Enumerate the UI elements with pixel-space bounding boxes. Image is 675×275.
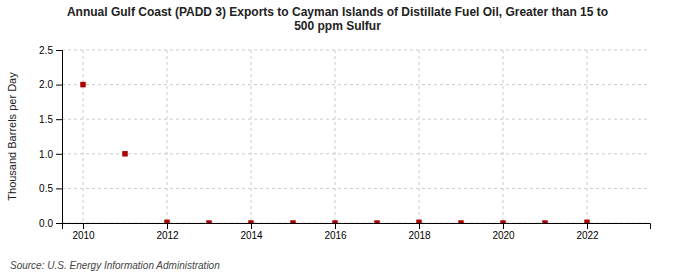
point	[416, 220, 421, 223]
tick-label: 1.0	[39, 149, 53, 160]
point	[122, 151, 127, 156]
tick-mark	[56, 119, 62, 120]
tick-label: 2010	[72, 230, 95, 241]
axis-line	[63, 224, 651, 230]
grid	[62, 50, 650, 223]
tick-mark	[56, 188, 62, 189]
tick-mark	[335, 223, 336, 229]
tick-label: 1.5	[39, 114, 53, 125]
tick: 2022	[576, 223, 599, 241]
tick: 2018	[408, 223, 431, 241]
tick: 1.0	[39, 149, 62, 160]
grid-line	[251, 50, 252, 223]
tick-label: 2.0	[39, 79, 53, 90]
tick-mark	[56, 50, 62, 51]
grid-line	[62, 119, 650, 120]
tick-mark	[83, 223, 84, 229]
grid-line	[419, 50, 420, 223]
point	[584, 220, 589, 223]
tick-mark	[56, 85, 62, 86]
tick: 0.5	[39, 183, 62, 194]
tick-label: 2016	[324, 230, 347, 241]
grid-line	[62, 153, 650, 154]
point	[206, 220, 211, 223]
y-axis-title: Thousand Barrels per Day	[6, 72, 18, 201]
point	[248, 220, 253, 223]
tick: 2012	[156, 223, 179, 241]
tick: 0.0	[39, 218, 62, 229]
tick: 2010	[72, 223, 95, 241]
grid-line	[587, 50, 588, 223]
title: Annual Gulf Coast (PADD 3) Exports to Ca…	[67, 5, 608, 33]
tick-mark	[56, 223, 62, 224]
tick-label: 2020	[492, 230, 515, 241]
tick-label: 2014	[240, 230, 263, 241]
point	[500, 220, 505, 223]
grid-line	[167, 50, 168, 223]
point	[542, 220, 547, 223]
tick-mark	[167, 223, 168, 229]
tick: 2016	[324, 223, 347, 241]
grid-line	[62, 188, 650, 189]
tick-mark	[251, 223, 252, 229]
tick: 2.0	[39, 79, 62, 90]
grid-line	[83, 50, 84, 223]
point	[332, 220, 337, 223]
chart: Annual Gulf Coast (PADD 3) Exports to Ca…	[0, 0, 675, 275]
grid-line	[62, 84, 650, 85]
tick-label: 2018	[408, 230, 431, 241]
tick-label: 0.0	[39, 218, 53, 229]
point	[374, 220, 379, 223]
y-axis: 0.0 0.5 1.0 1.5 2.0 2.5	[39, 45, 62, 229]
grid-line	[335, 50, 336, 223]
plot-area: 2010 2012 2014 2016 2018 2020 2022 0.0 0.5 1.0 1.5…	[39, 45, 650, 241]
tick-label: 2.5	[39, 45, 53, 56]
tick: 1.5	[39, 114, 62, 125]
tick-mark	[587, 223, 588, 229]
point	[164, 220, 169, 223]
tick: 2.5	[39, 45, 62, 56]
grid-line	[503, 50, 504, 223]
source: Source: U.S. Energy Information Administ…	[10, 260, 220, 271]
grid-line	[62, 50, 650, 51]
points	[80, 82, 589, 223]
point	[80, 82, 85, 87]
tick-label: 2022	[576, 230, 599, 241]
tick: 2014	[240, 223, 263, 241]
tick-label: 0.5	[39, 183, 53, 194]
tick-label: 2012	[156, 230, 179, 241]
axis-line	[56, 51, 63, 224]
tick-mark	[419, 223, 420, 229]
point	[290, 220, 295, 223]
x-axis: 2010 2012 2014 2016 2018 2020 2022	[63, 223, 651, 241]
tick-mark	[503, 223, 504, 229]
point	[458, 220, 463, 223]
tick-mark	[56, 154, 62, 155]
tick: 2020	[492, 223, 515, 241]
